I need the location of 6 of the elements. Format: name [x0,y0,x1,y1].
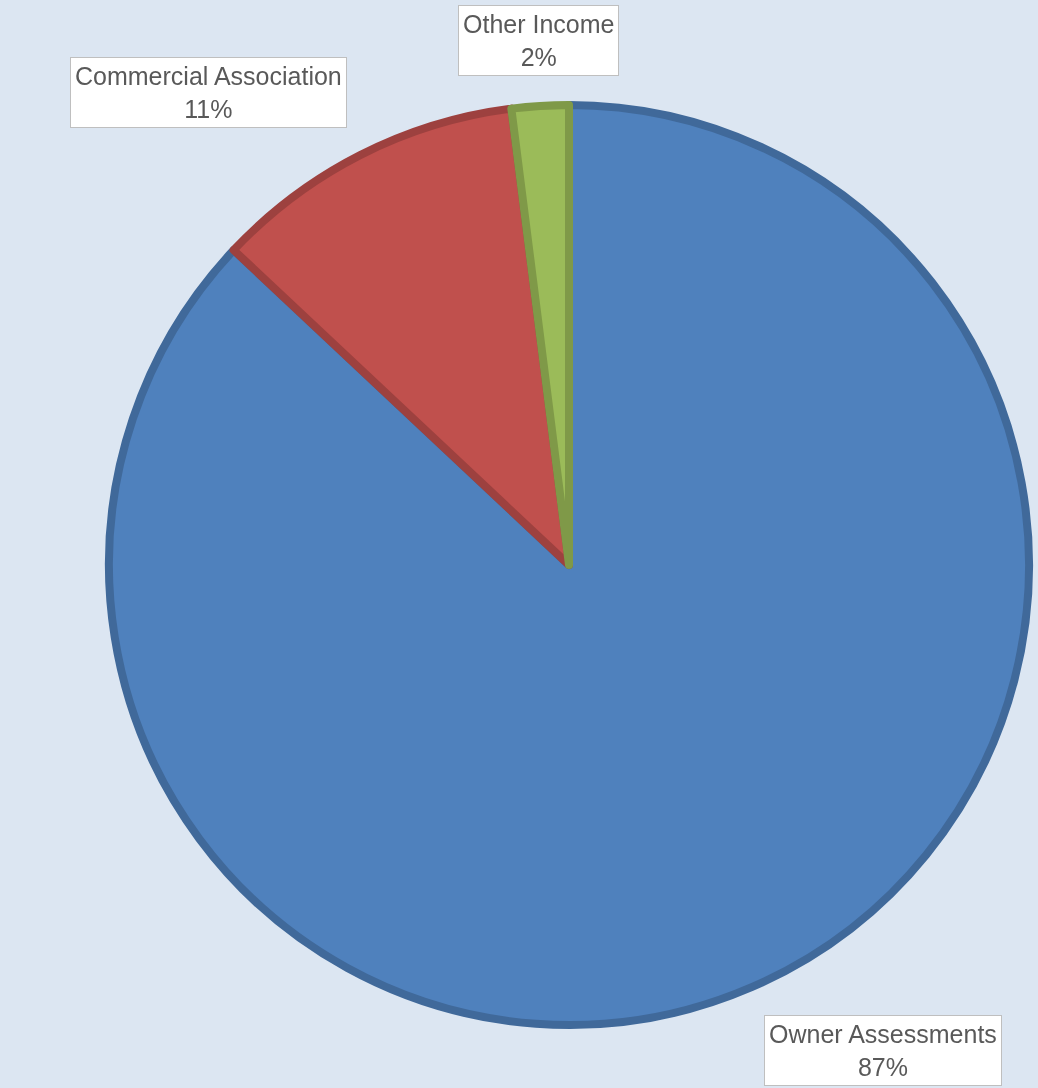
slice-label: Commercial Association [75,62,342,90]
data-label: 11% [184,94,233,123]
slice-label: Other Income [463,10,615,38]
data-label: 87% [857,1052,908,1081]
slice-label: Owner Assessments [769,1020,997,1048]
data-label: 2% [520,42,557,71]
